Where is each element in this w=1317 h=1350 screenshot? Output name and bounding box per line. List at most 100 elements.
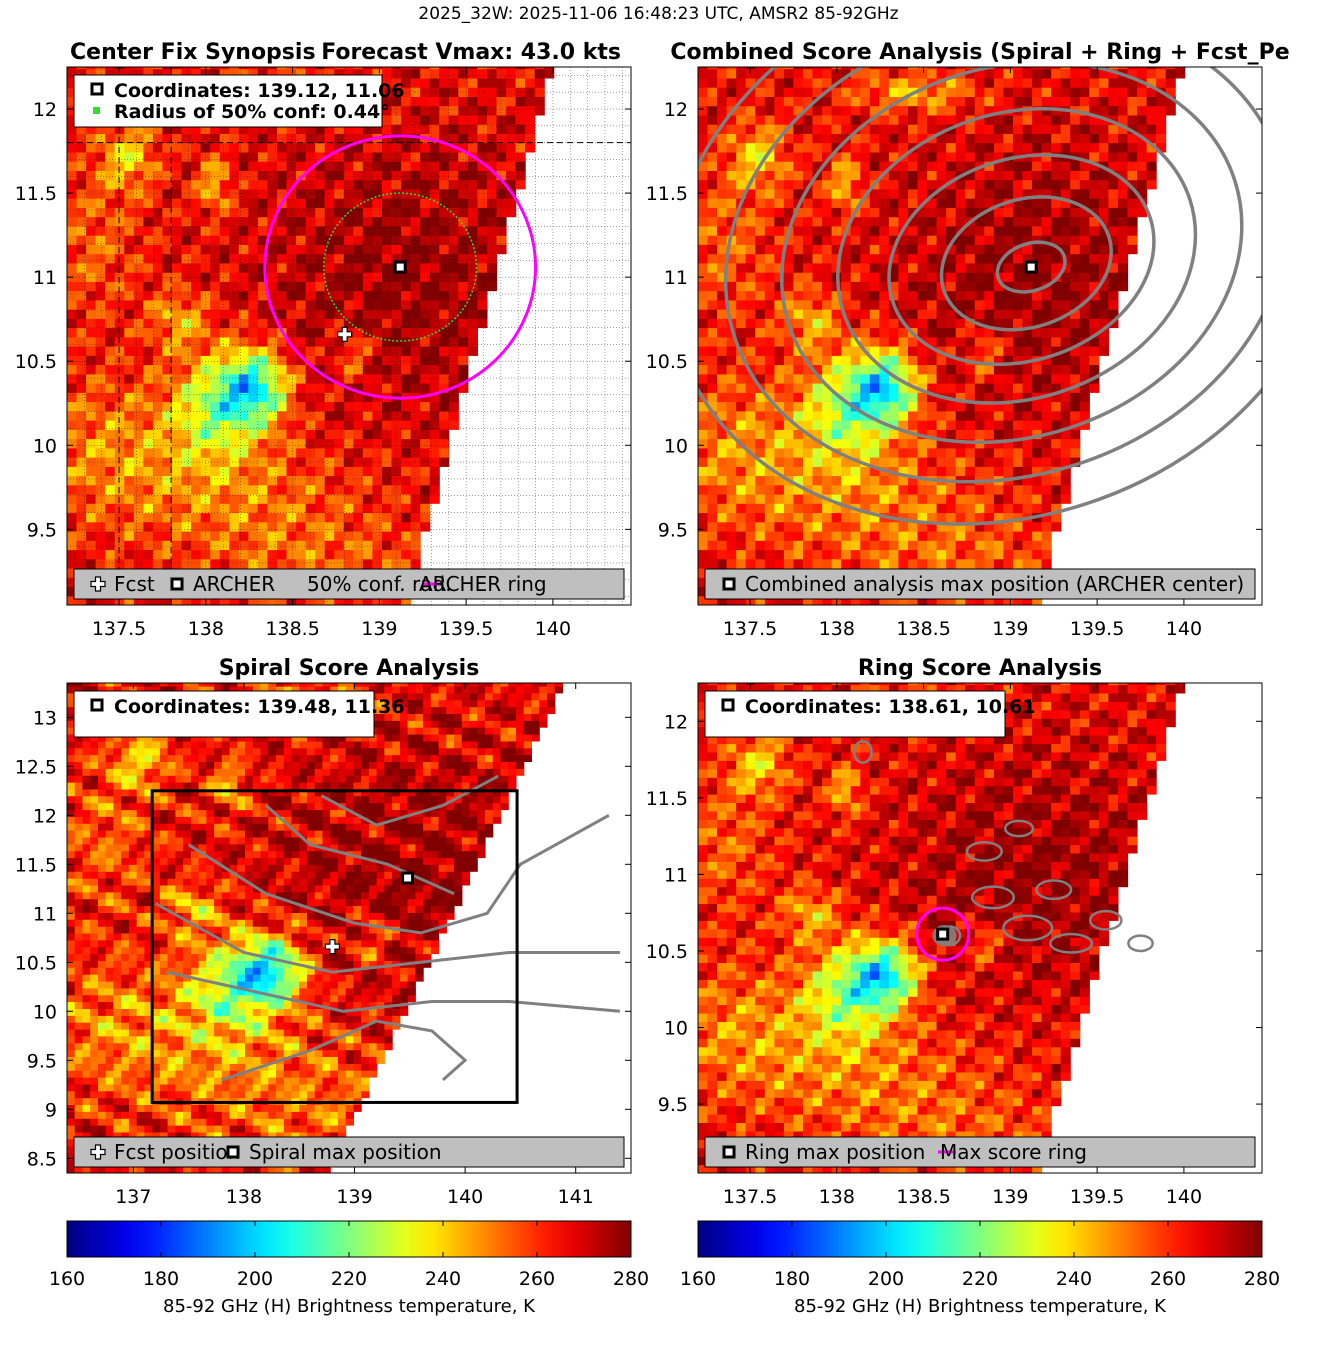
heatmap-cell [162,383,173,393]
heatmap-cell [105,151,116,162]
heatmap-cell [1060,373,1071,384]
heatmap-cell [210,521,221,532]
heatmap-cell [745,475,756,486]
heatmap-cell [888,225,899,236]
heatmap-cell [764,309,775,319]
heatmap-cell [793,531,804,541]
heatmap-cell [898,198,909,208]
heatmap-cell [850,124,861,134]
heatmap-cell [707,216,718,227]
heatmap-cell [774,457,785,467]
heatmap-combined [698,67,1186,605]
heatmap-cell [736,87,747,97]
heatmap-cell [133,392,144,403]
heatmap-cell [372,364,383,375]
heatmap-cell [162,318,173,329]
heatmap-cell [152,540,163,551]
heatmap-cell [717,87,728,97]
heatmap-cell [152,383,163,393]
heatmap-cell [401,401,412,412]
heatmap-cell [353,531,364,541]
heatmap-cell [429,373,440,384]
heatmap-cell [296,124,307,134]
heatmap-cell [917,67,928,70]
heatmap-cell [162,549,173,560]
heatmap-cell [936,67,947,70]
heatmap-cell [172,392,183,403]
heatmap-cell [869,429,880,440]
heatmap-cell [698,410,709,421]
heatmap-cell [67,521,78,532]
heatmap-cell [191,235,202,245]
heatmap-cell [238,281,249,292]
heatmap-cell [888,179,899,190]
heatmap-cell [955,383,966,393]
heatmap-cell [76,68,87,79]
heatmap-cell [1013,475,1024,486]
heatmap-cell [745,235,756,245]
heatmap-cell [774,595,785,605]
heatmap-cell [67,161,78,171]
heatmap-cell [86,309,97,319]
heatmap-cell [267,531,278,541]
heatmap-cell [95,68,106,79]
heatmap-cell [888,595,899,605]
heatmap-cell [410,484,421,495]
heatmap-cell [841,327,852,338]
heatmap-cell [238,383,249,393]
heatmap-cell [181,512,192,523]
heatmap-cell [1013,235,1024,245]
heatmap-cell [439,161,450,171]
heatmap-cell [707,494,718,504]
heatmap-cell [1032,558,1043,569]
heatmap-cell [439,429,450,440]
heatmap-cell [458,244,469,255]
heatmap-cell [879,262,890,273]
heatmap-cell [736,475,747,486]
heatmap-cell [343,161,354,171]
heatmap-cell [152,244,163,255]
heatmap-cell [67,447,78,458]
heatmap-cell [1022,346,1033,356]
heatmap-cell [993,142,1004,153]
heatmap-cell [1041,438,1052,449]
heatmap-cell [879,235,890,245]
heatmap-cell [105,355,116,366]
heatmap-cell [774,67,785,70]
heatmap-cell [86,262,97,273]
heatmap-cell [1003,484,1014,495]
heatmap-cell [382,253,393,264]
heatmap-cell [717,457,728,467]
heatmap-cell [860,318,871,329]
heatmap-cell [831,392,842,403]
heatmap-cell [382,327,393,338]
heatmap-cell [1070,457,1081,467]
heatmap-cell [1003,96,1014,107]
heatmap-cell [229,531,240,541]
heatmap-cell [984,346,995,356]
heatmap-cell [860,77,871,88]
heatmap-cell [95,475,106,486]
heatmap-cell [143,429,154,440]
heatmap-cell [86,207,97,218]
heatmap-cell [1003,114,1014,125]
heatmap-cell [257,188,268,199]
heatmap-cell [191,170,202,181]
heatmap-cell [420,290,431,301]
heatmap-cell [764,558,775,569]
heatmap-cell [717,466,728,477]
heatmap-cell [143,540,154,551]
heatmap-cell [362,420,373,430]
heatmap-cell [410,253,421,264]
heatmap-cell [86,364,97,375]
heatmap-cell [707,429,718,440]
heatmap-cell [793,207,804,218]
heatmap-cell [736,105,747,116]
heatmap-cell [410,466,421,477]
heatmap-cell [401,318,412,329]
heatmap-cell [822,170,833,181]
heatmap-cell [219,290,230,301]
heatmap-cell [410,105,421,116]
heatmap-cell [698,207,709,218]
heatmap-cell [822,457,833,467]
